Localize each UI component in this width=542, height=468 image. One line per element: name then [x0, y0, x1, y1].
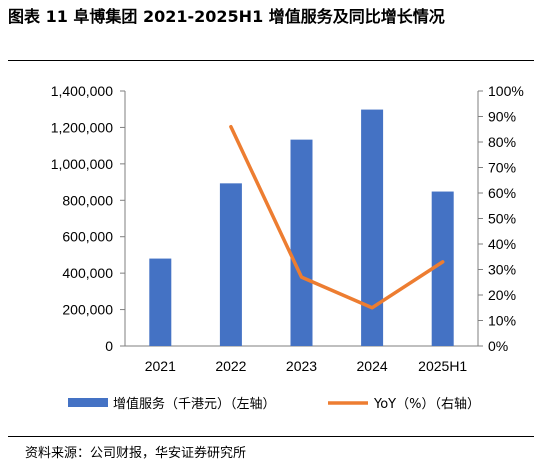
x-tick-label: 2022	[215, 358, 246, 374]
right-tick-label: 50%	[488, 211, 516, 227]
source-note: 资料来源：公司财报，华安证券研究所	[25, 446, 247, 461]
legend-bar-swatch	[68, 398, 108, 407]
right-tick-label: 90%	[488, 109, 516, 125]
yoy-point	[371, 307, 373, 309]
left-tick-label: 800,000	[62, 192, 113, 208]
x-tick-label: 2023	[286, 358, 317, 374]
yoy-point	[230, 126, 232, 128]
left-tick-label: 1,200,000	[51, 119, 113, 135]
bar	[361, 109, 384, 346]
left-tick-label: 400,000	[62, 265, 113, 281]
left-tick-label: 0	[105, 338, 113, 354]
x-tick-label: 2024	[357, 358, 388, 374]
left-tick-label: 600,000	[62, 229, 113, 245]
yoy-point	[301, 276, 302, 278]
right-tick-label: 20%	[488, 287, 516, 303]
yoy-line	[229, 124, 445, 310]
left-tick-label: 1,000,000	[51, 156, 113, 172]
left-tick-label: 1,400,000	[51, 83, 113, 99]
right-axis: 0% 10% 20% 30% 40% 50% 60% 70% 80% 90% 100%	[477, 83, 524, 354]
bar	[219, 183, 242, 346]
right-tick-label: 0%	[488, 338, 508, 354]
legend-line-label: YoY（%）（右轴）	[373, 397, 480, 412]
left-axis: 0 200,000 400,000 600,000 800,000 1,000,000 1,…	[51, 83, 126, 354]
right-tick-label: 40%	[488, 236, 516, 252]
bottom-rule	[8, 436, 534, 437]
right-tick-label: 10%	[488, 313, 516, 329]
right-tick-label: 60%	[488, 185, 516, 201]
legend: 增值服务（千港元）（左轴） YoY（%）（右轴）	[68, 396, 480, 412]
x-axis: 2021 2022 2023 2024 2025H1	[125, 345, 478, 374]
left-tick-label: 200,000	[62, 302, 113, 318]
yoy-point	[442, 261, 444, 263]
right-tick-label: 100%	[488, 83, 524, 99]
legend-bar-label: 增值服务（千港元）（左轴）	[113, 396, 276, 412]
right-tick-label: 30%	[488, 262, 516, 278]
chart: 0 200,000 400,000 600,000 800,000 1,000,000 1,…	[51, 83, 524, 412]
bar-series	[149, 109, 454, 346]
right-tick-label: 80%	[488, 134, 516, 150]
top-rule	[8, 60, 534, 61]
bar	[149, 258, 172, 346]
right-tick-label: 70%	[488, 160, 516, 176]
bar	[290, 139, 313, 346]
yoy-series	[229, 124, 445, 310]
x-tick-label: 2021	[145, 358, 176, 374]
x-tick-label: 2025H1	[418, 358, 467, 374]
figure-title: 图表 11 阜博集团 2021-2025H1 增值服务及同比增长情况	[8, 7, 445, 26]
bar	[431, 191, 454, 346]
